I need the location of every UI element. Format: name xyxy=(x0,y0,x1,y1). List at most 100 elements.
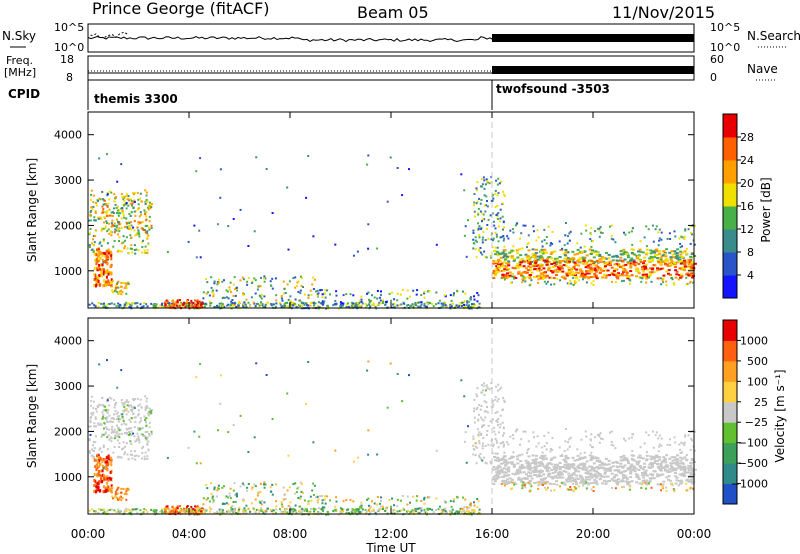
velocity-cell-1113 xyxy=(206,487,209,490)
velocity-cell-1468 xyxy=(495,441,498,444)
power-cell-263 xyxy=(100,268,103,272)
velocity-cell-125 xyxy=(113,413,116,416)
velocity-cell-1491 xyxy=(637,456,640,459)
power-cell-1678 xyxy=(636,257,640,260)
velocity-cell-1453 xyxy=(503,451,506,454)
power-cell-1292 xyxy=(465,255,468,258)
power-cell-965 xyxy=(201,302,204,305)
velocity-cell-820 xyxy=(435,509,437,512)
velocity-cell-1431 xyxy=(496,452,499,455)
power-cell-2332 xyxy=(680,235,683,238)
power-cell-1224 xyxy=(415,293,418,296)
power-cell-1209 xyxy=(358,304,361,307)
velocity-cell-14 xyxy=(127,401,130,404)
velocity-cell-2382 xyxy=(631,449,634,452)
velocity-cell-1808 xyxy=(601,482,605,485)
power-cell-1017 xyxy=(258,294,261,297)
power-cell-419 xyxy=(123,287,126,289)
velocity-cell-1427 xyxy=(473,416,476,419)
velocity-cell-2156 xyxy=(504,479,507,482)
velocity-cell-1016 xyxy=(225,495,228,498)
velocity-cell-33 xyxy=(137,409,140,412)
power-cell-590 xyxy=(423,304,426,307)
power-cell-1035 xyxy=(307,296,310,299)
power-cell-2096 xyxy=(521,271,525,274)
velocity-cell-1189 xyxy=(476,506,479,509)
power-cell-2407 xyxy=(574,282,576,285)
velocity-cell-2309 xyxy=(583,451,586,454)
power-cell-2072 xyxy=(657,268,661,271)
velocity-cell-1077 xyxy=(202,497,205,500)
velocity-cell-261 xyxy=(93,473,96,476)
power-cell-1926 xyxy=(492,269,496,272)
velocity-cell-2028 xyxy=(648,480,652,483)
power-cell-1021 xyxy=(243,301,246,304)
power-cell-608 xyxy=(353,303,356,306)
power-cell-1439 xyxy=(472,238,475,241)
velocity-cell-1385 xyxy=(490,444,493,447)
power-cell-218 xyxy=(137,229,140,232)
power-cell-2274 xyxy=(567,270,571,273)
velocity-cell-236 xyxy=(89,419,92,422)
power-cell-242 xyxy=(97,216,99,219)
velocity-cell-317 xyxy=(99,457,102,461)
velocity-cell-1950 xyxy=(667,478,670,481)
power-cell-176 xyxy=(132,193,135,196)
velocity-cell-2025 xyxy=(552,483,556,486)
power-cell-364 xyxy=(93,252,96,256)
power-cell-1495 xyxy=(649,252,653,255)
velocity-cell-1677 xyxy=(576,458,580,461)
power-cell-2262 xyxy=(618,266,622,269)
velocity-cell-2369 xyxy=(532,431,535,434)
velocity-cell-2367 xyxy=(569,436,572,439)
velocity-cell-2321 xyxy=(596,433,599,436)
velocity-cell-256 xyxy=(97,423,100,426)
velocity-cell-642 xyxy=(406,510,408,513)
velocity-cell-2224 xyxy=(568,478,572,481)
velocity-cell-1464 xyxy=(475,462,478,465)
power-cell-456 xyxy=(123,204,126,207)
velocity-cell-1300 xyxy=(193,430,196,433)
power-cell-1313 xyxy=(199,256,202,259)
velocity-cell-2133 xyxy=(584,469,588,472)
power-cell-1508 xyxy=(622,248,626,251)
power-cell-2375 xyxy=(645,225,648,228)
power-cell-2398 xyxy=(533,230,535,233)
power-cell-71 xyxy=(141,251,143,254)
power-cell-1027 xyxy=(215,289,218,292)
velocity-cell-1270 xyxy=(355,509,358,512)
velocity-cell-31 xyxy=(150,433,153,435)
velocity-cell-1318 xyxy=(305,402,308,405)
power-cell-2165 xyxy=(528,274,532,277)
velocity-cell-96 xyxy=(129,408,132,411)
velocity-cell-1926 xyxy=(492,475,496,478)
power-cell-1378 xyxy=(483,179,486,182)
velocity-cell-1316 xyxy=(120,369,123,372)
velocity-cell-1290 xyxy=(490,462,493,465)
velocity-cell-2136 xyxy=(643,466,647,468)
power-cell-2157 xyxy=(687,263,691,265)
velocity-cell-1786 xyxy=(571,456,575,459)
velocity-cell-1070 xyxy=(251,486,254,489)
velocity-cell-2080 xyxy=(516,472,520,475)
power-cell-60 xyxy=(135,233,138,236)
velocity-cell-147 xyxy=(92,457,95,460)
velocity-cell-1505 xyxy=(534,458,538,460)
power-cell-1351 xyxy=(487,218,490,221)
power-cell-1083 xyxy=(271,287,274,290)
velocity-cell-3 xyxy=(137,429,140,431)
date-title: 11/Nov/2015 xyxy=(612,3,715,22)
power-cell-376 xyxy=(103,279,105,283)
velocity-cell-1208 xyxy=(376,496,379,498)
power-cell-1324 xyxy=(253,230,256,233)
power-cell-2132 xyxy=(494,268,498,271)
power-cell-1118 xyxy=(307,294,310,297)
velocity-cell-1312 xyxy=(219,402,222,405)
velocity-cell-1890 xyxy=(559,471,563,474)
power-cell-1194 xyxy=(396,299,399,302)
velocity-cell-980 xyxy=(194,509,196,512)
power-cell-2308 xyxy=(549,244,552,247)
velocity-cell-2230 xyxy=(578,474,582,477)
velocity-cell-2165 xyxy=(528,480,532,483)
velocity-cell-550 xyxy=(286,507,289,510)
